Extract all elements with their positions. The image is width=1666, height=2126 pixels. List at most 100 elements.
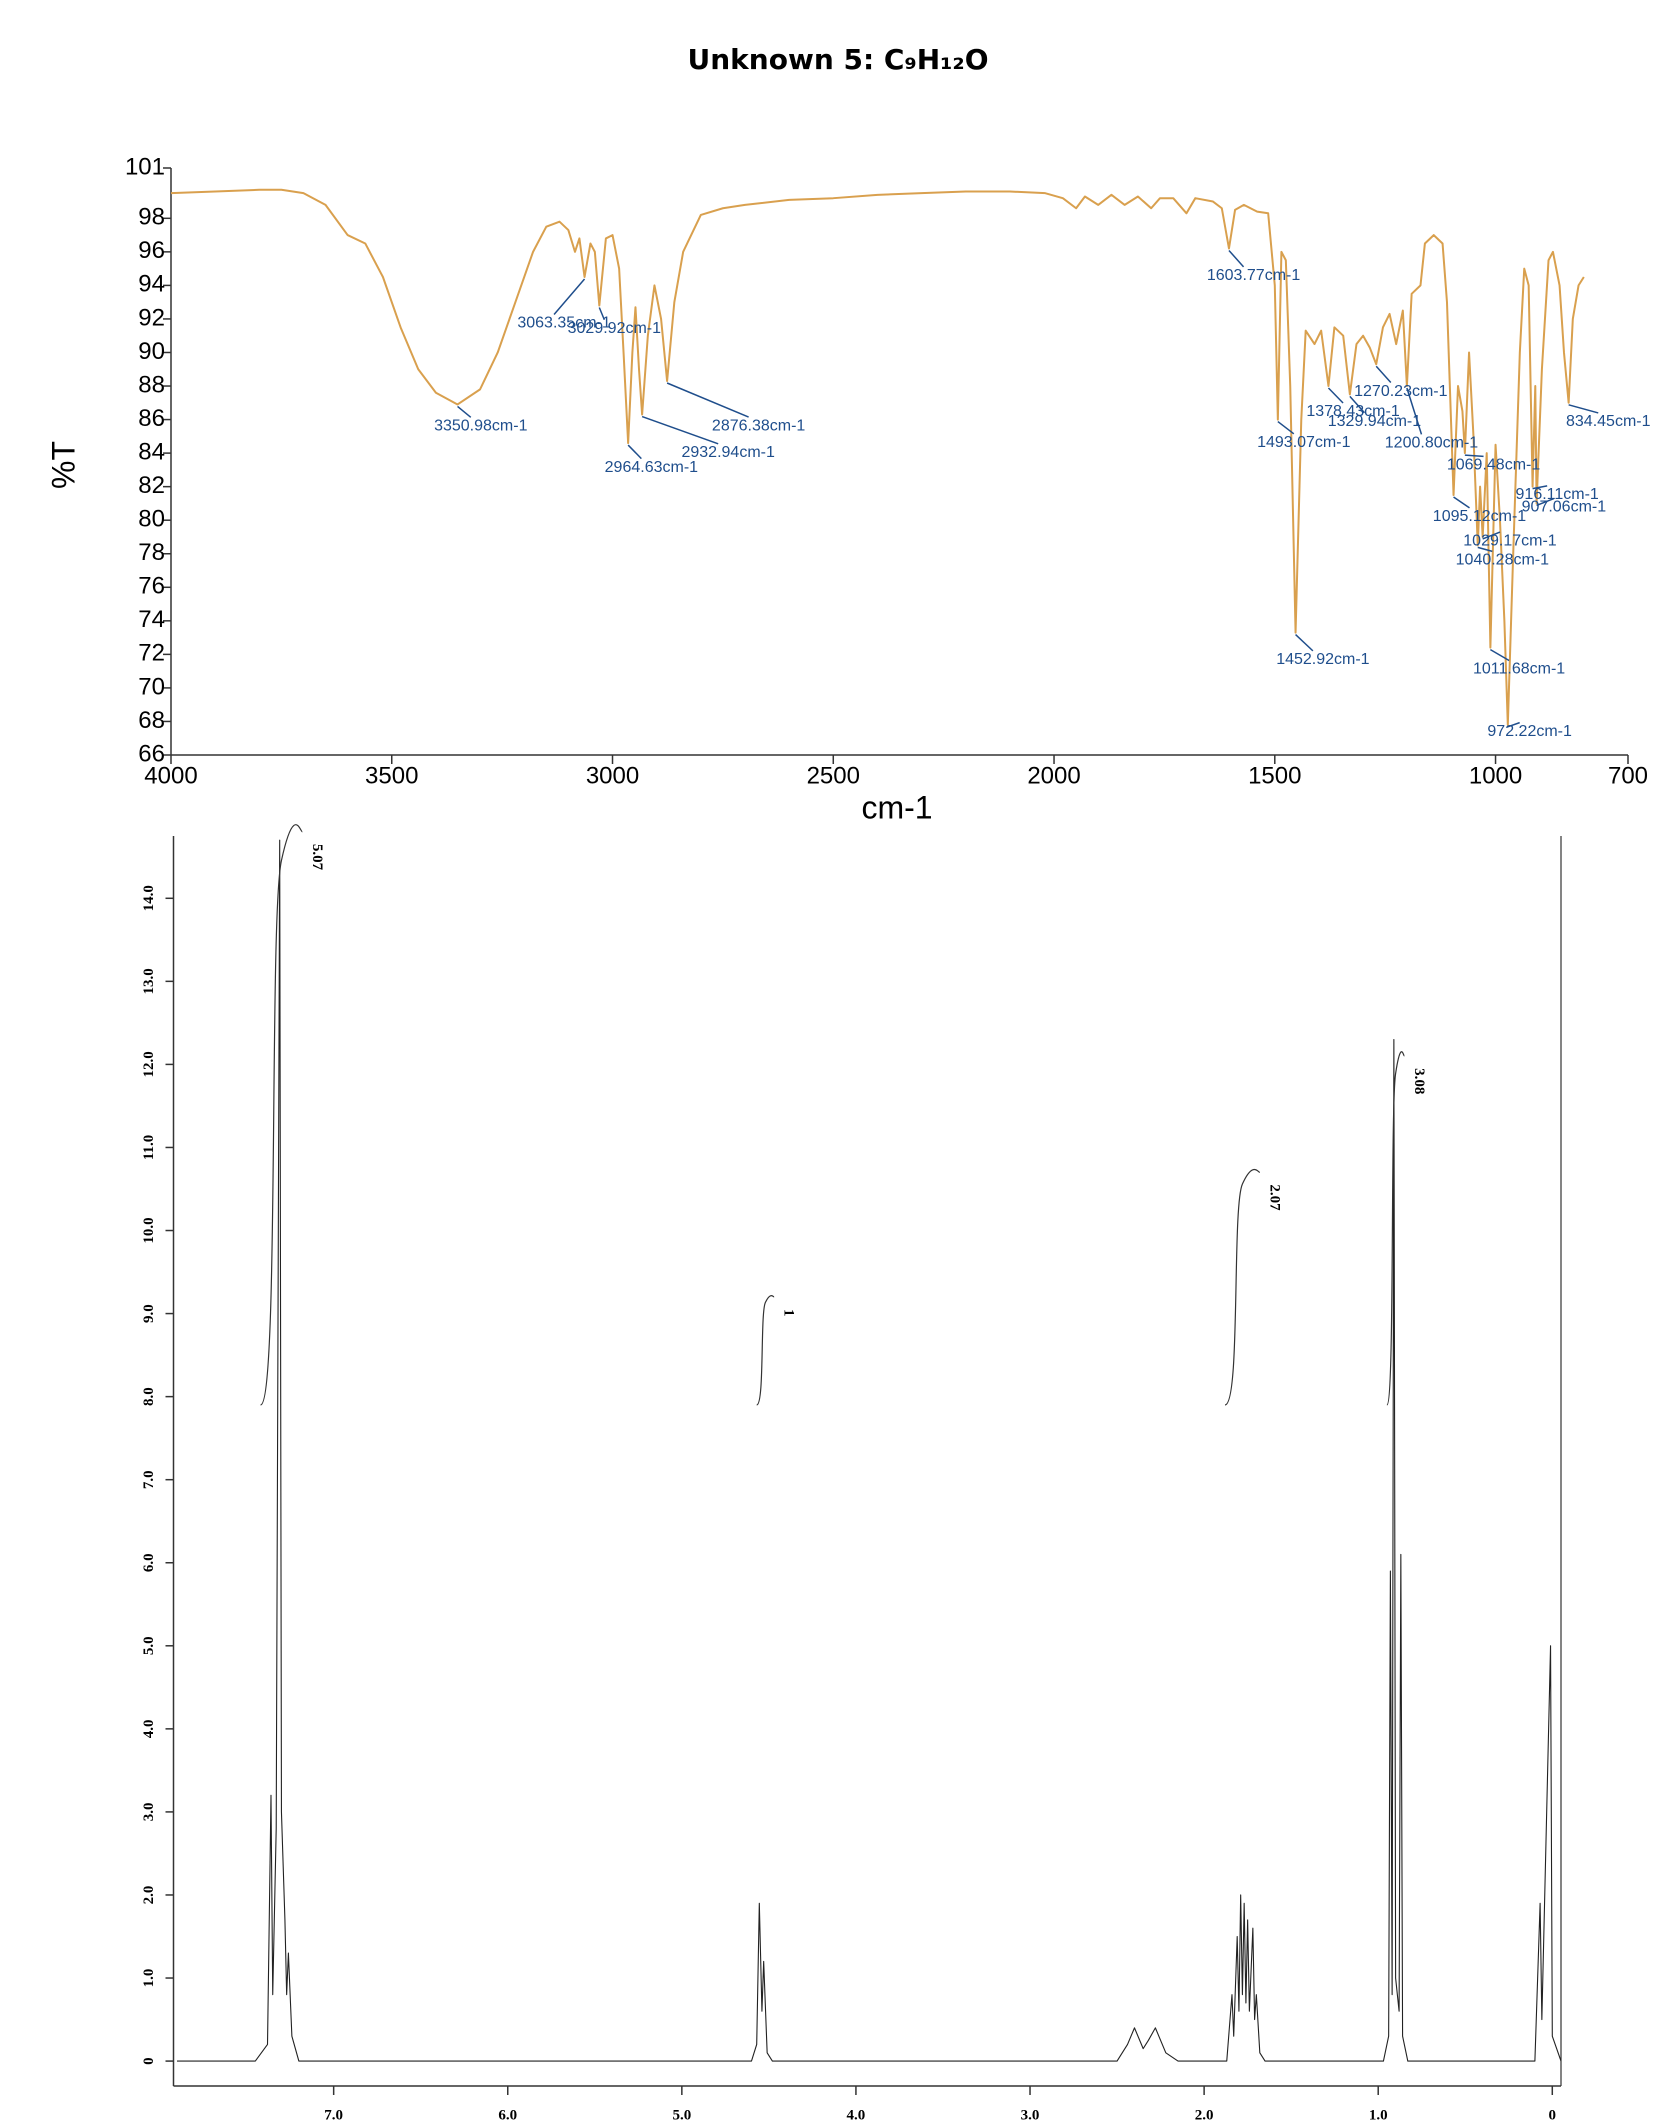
peak-label: 972.22cm-1 bbox=[1487, 723, 1572, 740]
integral-curve bbox=[1224, 1168, 1261, 1406]
peak-label: 1603.77cm-1 bbox=[1207, 267, 1300, 284]
y-tick-label: 78 bbox=[138, 539, 165, 566]
peak-label: 2964.63cm-1 bbox=[605, 459, 698, 476]
x-tick-label: 2500 bbox=[807, 762, 860, 789]
x-tick-label: 1000 bbox=[1469, 762, 1522, 789]
spectrum-line bbox=[176, 839, 1561, 2062]
peak-leader bbox=[1327, 387, 1344, 404]
y-tick-label: 74 bbox=[138, 606, 165, 633]
peak-leader bbox=[1532, 485, 1548, 490]
peak-label: 1329.94cm-1 bbox=[1328, 413, 1421, 430]
peak-leader bbox=[641, 415, 719, 445]
peak-label: 1095.12cm-1 bbox=[1433, 508, 1526, 525]
peak-label: 834.45cm-1 bbox=[1566, 413, 1651, 430]
y-tick-label: 5.0 bbox=[141, 1636, 157, 1655]
integral-label: 1 bbox=[781, 1309, 797, 1317]
x-tick-label: 700 bbox=[1608, 762, 1648, 789]
peak-label: 1040.28cm-1 bbox=[1456, 552, 1549, 569]
peak-label: 1069.48cm-1 bbox=[1447, 457, 1540, 474]
y-tick-label: 1.0 bbox=[141, 1969, 157, 1988]
peak-leader bbox=[1482, 531, 1501, 540]
spectrum-line bbox=[170, 188, 1585, 726]
peak-leader bbox=[457, 405, 472, 418]
y-tick-label: 72 bbox=[138, 640, 165, 667]
peak-label: 907.06cm-1 bbox=[1522, 499, 1607, 516]
peak-label: 916.11cm-1 bbox=[1516, 486, 1599, 503]
x-tick-label: 0 bbox=[1549, 2107, 1557, 2123]
y-tick-label: 14.0 bbox=[141, 885, 157, 911]
peak-leader bbox=[1477, 546, 1493, 553]
x-axis-label: cm-1 bbox=[861, 789, 932, 825]
peak-leader bbox=[1375, 365, 1392, 384]
x-tick-label: 3000 bbox=[586, 762, 639, 789]
peak-label: 3063.35cm-1 bbox=[517, 315, 610, 332]
y-tick-label: 11.0 bbox=[141, 1135, 157, 1160]
x-tick-label: 1500 bbox=[1248, 762, 1301, 789]
peak-label: 1011.68cm-1 bbox=[1473, 661, 1565, 678]
x-tick-label: 3500 bbox=[365, 762, 418, 789]
y-tick-label: 101 bbox=[125, 153, 165, 180]
y-tick-label: 70 bbox=[138, 673, 165, 700]
y-tick-label: 66 bbox=[138, 740, 165, 767]
x-tick-label: 2000 bbox=[1027, 762, 1080, 789]
peak-label: 2876.38cm-1 bbox=[712, 417, 805, 434]
y-tick-label: 82 bbox=[138, 472, 165, 499]
y-tick-label: 10.0 bbox=[141, 1217, 157, 1243]
integral-curve bbox=[1386, 1051, 1405, 1406]
y-tick-label: 96 bbox=[138, 237, 165, 264]
integral-curve bbox=[756, 1295, 775, 1406]
peak-leader bbox=[1228, 250, 1245, 268]
x-tick-label: 4000 bbox=[144, 762, 197, 789]
y-tick-label: 80 bbox=[138, 506, 165, 533]
page-title: Unknown 5: C₉H₁₂O bbox=[687, 43, 988, 76]
peak-label: 1378.43cm-1 bbox=[1306, 403, 1399, 420]
peak-label: 1029.17cm-1 bbox=[1463, 532, 1556, 549]
y-tick-label: 90 bbox=[138, 338, 165, 365]
peak-leader bbox=[553, 278, 586, 315]
y-tick-label: 7.0 bbox=[141, 1470, 157, 1489]
x-tick-label: 4.0 bbox=[847, 2107, 866, 2123]
integral-label: 5.07 bbox=[309, 844, 325, 871]
x-tick-label: 7.0 bbox=[324, 2107, 343, 2123]
peak-leader bbox=[1507, 721, 1520, 728]
y-tick-label: 84 bbox=[138, 438, 165, 465]
integral-curve bbox=[260, 824, 303, 1406]
peak-label: 1270.23cm-1 bbox=[1354, 383, 1447, 400]
y-tick-label: 3.0 bbox=[141, 1803, 157, 1822]
y-axis-label: %T bbox=[45, 441, 81, 489]
peak-label: 3029.92cm-1 bbox=[568, 320, 661, 337]
integral-label: 2.07 bbox=[1266, 1184, 1282, 1211]
peak-label: 2932.94cm-1 bbox=[681, 444, 774, 461]
y-tick-label: 68 bbox=[138, 707, 165, 734]
peak-leader bbox=[1536, 497, 1555, 507]
x-tick-label: 5.0 bbox=[672, 2107, 691, 2123]
y-tick-label: 12.0 bbox=[141, 1051, 157, 1077]
y-tick-label: 98 bbox=[138, 204, 165, 231]
peak-leader bbox=[627, 444, 642, 460]
y-tick-label: 6.0 bbox=[141, 1553, 157, 1572]
peak-leader bbox=[1490, 649, 1510, 662]
integral-label: 3.08 bbox=[1411, 1068, 1427, 1094]
y-tick-label: 92 bbox=[138, 304, 165, 331]
peak-leader bbox=[1464, 454, 1484, 458]
peak-leader bbox=[1568, 404, 1599, 414]
peak-leader bbox=[1349, 395, 1366, 414]
peak-leader bbox=[1295, 634, 1314, 652]
y-tick-label: 94 bbox=[138, 271, 165, 298]
peak-leader bbox=[1277, 420, 1295, 435]
y-tick-label: 13.0 bbox=[141, 968, 157, 994]
y-tick-label: 4.0 bbox=[141, 1719, 157, 1738]
peak-label: 1452.92cm-1 bbox=[1276, 651, 1369, 668]
x-tick-label: 6.0 bbox=[498, 2107, 517, 2123]
x-tick-label: 3.0 bbox=[1021, 2107, 1040, 2123]
y-tick-label: 9.0 bbox=[141, 1304, 157, 1323]
y-tick-label: 2.0 bbox=[141, 1886, 157, 1905]
peak-label: 3350.98cm-1 bbox=[434, 418, 527, 435]
peak-leader bbox=[1453, 496, 1470, 509]
peak-label: 1200.80cm-1 bbox=[1385, 435, 1478, 452]
peak-label: 1493.07cm-1 bbox=[1257, 434, 1350, 451]
y-tick-label: 86 bbox=[138, 405, 165, 432]
peak-leader bbox=[598, 307, 606, 321]
y-tick-label: 88 bbox=[138, 371, 165, 398]
